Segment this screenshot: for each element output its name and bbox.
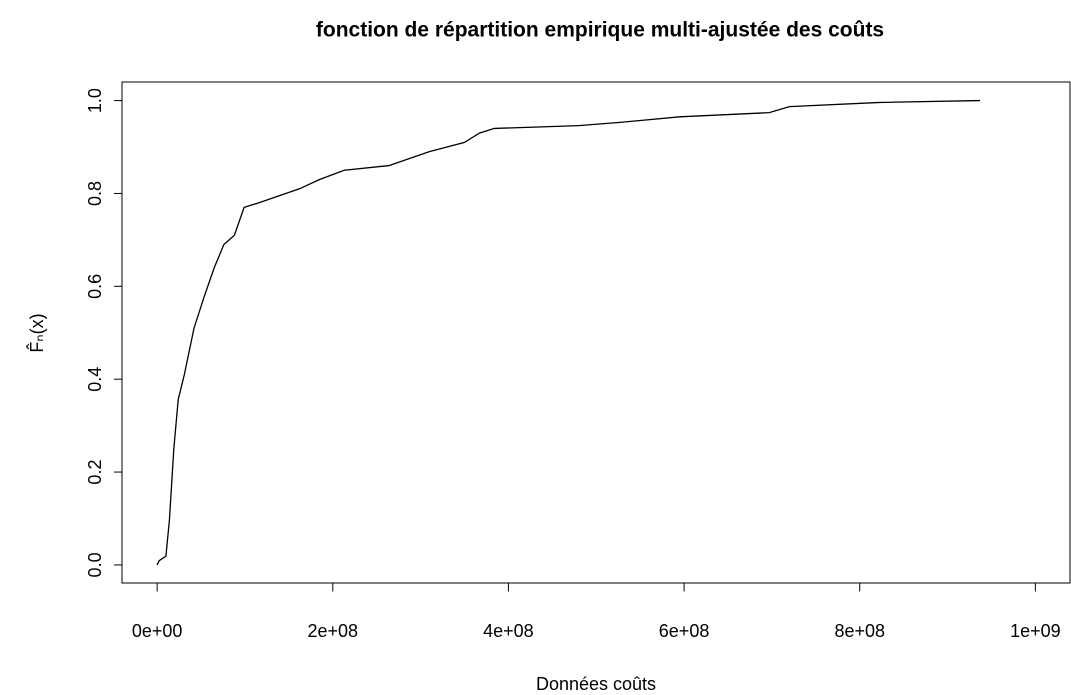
x-tick-label: 6e+08 [659, 621, 710, 641]
y-tick-label: 0.4 [85, 367, 105, 392]
y-tick-label: 0.2 [85, 460, 105, 485]
plot-box [121, 81, 1071, 584]
y-tick-label: 1.0 [85, 88, 105, 113]
x-tick-label: 8e+08 [834, 621, 885, 641]
x-tick-label: 1e+09 [1010, 621, 1061, 641]
y-tick-label: 0.6 [85, 274, 105, 299]
y-axis-label: F̂ₙ(x) [26, 313, 47, 352]
cdf-line [156, 99, 981, 566]
x-axis-label: Données coûts [536, 674, 656, 694]
y-tick-label: 0.8 [85, 181, 105, 206]
x-tick-label: 0e+00 [132, 621, 183, 641]
y-tick-label: 0.0 [85, 552, 105, 577]
chart-title: fonction de répartition empirique multi-… [316, 19, 884, 42]
x-tick-label: 2e+08 [307, 621, 358, 641]
x-tick-label: 4e+08 [483, 621, 534, 641]
